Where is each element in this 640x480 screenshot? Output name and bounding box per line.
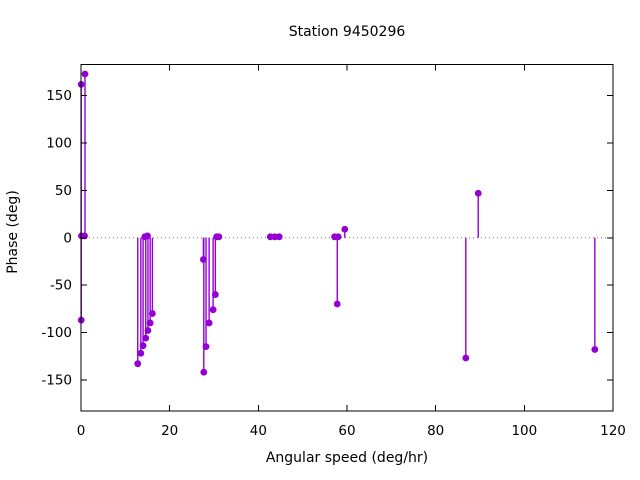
data-point-marker — [81, 70, 89, 78]
y-tick-label: 100 — [46, 136, 72, 152]
y-tick-label: 150 — [46, 88, 72, 104]
data-point-marker — [202, 343, 210, 351]
data-point-marker — [199, 256, 207, 263]
y-tick-label: 0 — [63, 230, 72, 246]
data-point-marker — [333, 300, 341, 308]
data-point-marker — [134, 360, 142, 368]
data-point-marker — [334, 233, 342, 241]
x-tick-label: 20 — [161, 423, 178, 439]
data-point-marker — [148, 310, 156, 317]
axis-ticks: 0 20 40 60 80 100 120 -150 -100 -50 0 50 100 150 — [41, 64, 626, 439]
x-tick-label: 40 — [250, 423, 267, 439]
chart-title: Station 9450296 — [289, 24, 406, 40]
y-axis-label: Phase (deg) — [5, 190, 21, 274]
y-tick-label: -150 — [41, 372, 72, 388]
x-tick-label: 0 — [77, 423, 86, 439]
data-point-marker — [275, 233, 283, 241]
data-point-marker — [146, 319, 154, 327]
data-point-marker — [137, 349, 145, 357]
data-point-marker — [144, 327, 152, 334]
data-point-marker — [211, 291, 219, 298]
data-point-marker — [209, 306, 217, 314]
data-point-marker — [474, 189, 482, 197]
x-tick-label: 120 — [600, 423, 626, 439]
y-tick-label: -100 — [41, 325, 72, 341]
y-tick-label: 50 — [55, 183, 72, 199]
data-point-marker — [462, 354, 470, 362]
x-tick-label: 60 — [338, 423, 355, 439]
data-point-marker — [341, 225, 349, 233]
x-tick-label: 80 — [427, 423, 444, 439]
data-point-marker — [142, 334, 150, 342]
data-point-marker — [200, 368, 208, 376]
data-point-marker — [215, 233, 223, 241]
data-point-marker — [205, 319, 213, 327]
data-point-marker — [144, 232, 151, 240]
data-series — [77, 70, 599, 376]
x-tick-label: 100 — [511, 423, 537, 439]
y-tick-label: -50 — [50, 278, 72, 294]
x-axis-label: Angular speed (deg/hr) — [266, 450, 428, 466]
data-point-marker — [591, 346, 599, 353]
data-point-marker — [139, 342, 147, 350]
